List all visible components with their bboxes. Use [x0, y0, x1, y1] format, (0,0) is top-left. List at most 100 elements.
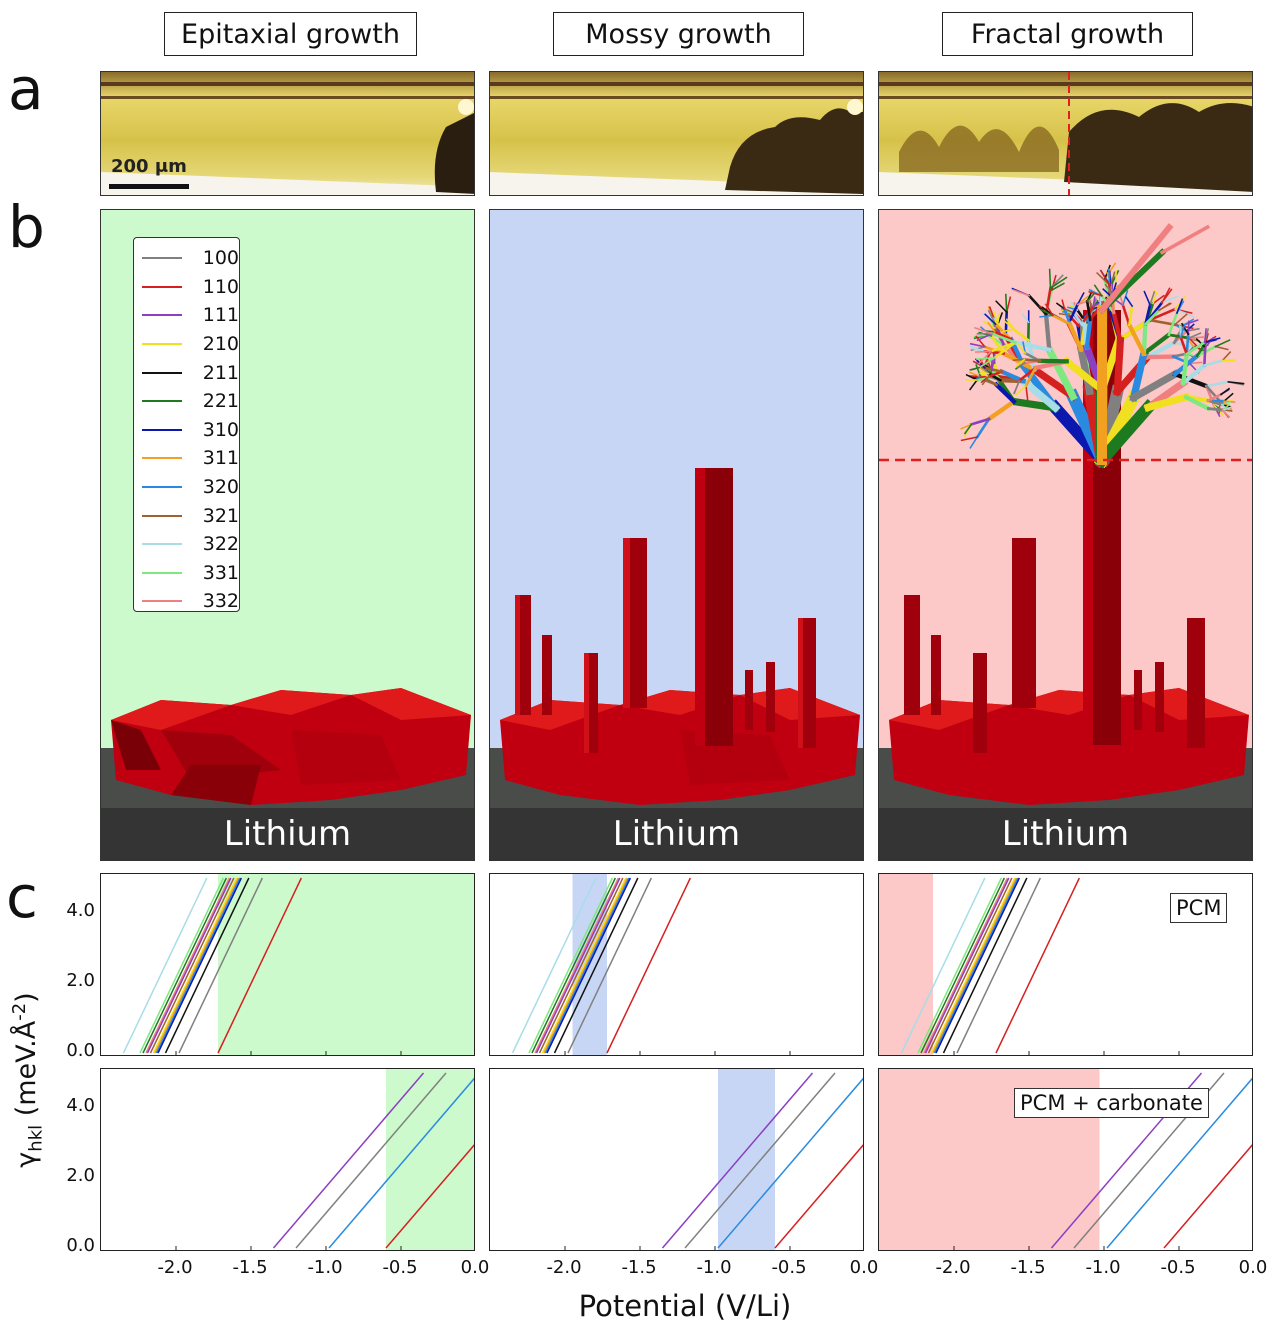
surface-energy-line: [543, 877, 629, 1054]
fractal-branch: [1029, 364, 1078, 402]
fractal-branch: [985, 398, 1017, 422]
fractal-branch: [1092, 296, 1096, 308]
surface-energy-line: [774, 1144, 863, 1249]
fractal-branch: [993, 330, 1013, 342]
x-tick-label: -1.5: [232, 1257, 268, 1278]
row1-tag: PCM: [1170, 893, 1228, 923]
epitaxial-grains: [111, 688, 471, 805]
fractal-branch: [1005, 318, 1015, 331]
legend-label: 311: [202, 447, 239, 470]
plot-1-2: [489, 873, 864, 1056]
x-tick-label: 0.0: [460, 1257, 490, 1278]
surface-energy-line: [155, 877, 241, 1054]
legend-item: 221: [134, 387, 239, 416]
x-tick-label: -2.0: [546, 1257, 582, 1278]
fractal-branch: [1113, 336, 1125, 396]
fractal-branch: [1093, 284, 1103, 297]
fractal-branch: [1158, 302, 1172, 312]
surface-energy-line: [531, 877, 617, 1054]
fractal-branch: [1048, 268, 1052, 289]
legend-swatch: [142, 543, 182, 546]
fractal-branch: [979, 356, 996, 368]
miller-index-legend: 100 110 111 210 211 221 310 311 320 321 322 331 332: [133, 237, 240, 612]
surface-energy-line: [900, 877, 986, 1054]
legend-swatch: [142, 314, 182, 317]
scene-epitaxial: Lithium 100 110 111 210 211 221 310 311 320 321 32…: [100, 209, 475, 861]
fractal-branch: [974, 326, 994, 335]
fractal-branch: [1221, 406, 1233, 412]
fractal-branch: [1149, 291, 1156, 306]
fractal-branch: [1221, 351, 1232, 362]
surface-energy-line: [956, 877, 1042, 1054]
plot-2-2: [489, 1068, 864, 1251]
fractal-branch: [990, 356, 996, 373]
surface-energy-line: [272, 1072, 425, 1249]
fractal-branch: [1221, 409, 1231, 418]
surface-energy-line: [541, 877, 627, 1054]
fractal-branch: [1128, 369, 1180, 403]
fractal-branch: [1025, 385, 1029, 401]
column-title-epitaxial: Epitaxial growth: [164, 12, 417, 56]
fractal-branch: [1018, 376, 1061, 413]
y-axis-label-sub: hkl: [25, 1124, 47, 1152]
fractal-branch: [1160, 287, 1171, 304]
fractal-branch: [1204, 380, 1230, 388]
fractal-branch: [1009, 397, 1060, 412]
surface-energy-line: [178, 877, 264, 1054]
legend-label: 111: [202, 304, 239, 327]
fractal-branch: [1148, 307, 1177, 322]
fractal-branch: [1204, 384, 1222, 403]
fractal-branch: [1143, 308, 1161, 327]
legend-swatch: [142, 428, 182, 431]
fractal-branch: [1179, 323, 1186, 339]
fractal-branch: [1144, 339, 1178, 360]
fractal-branch: [1214, 345, 1229, 351]
fractal-branch: [1015, 358, 1026, 368]
fractal-branch: [1121, 290, 1129, 307]
fractal-branch: [1227, 381, 1245, 385]
micrograph-epitaxial: 200 μm: [100, 71, 475, 196]
surface-energy-line: [1106, 1077, 1252, 1249]
fractal-branch: [1061, 299, 1066, 310]
surface-energy-line: [122, 877, 208, 1054]
fractal-branch: [1002, 328, 1015, 333]
fractal-branch: [1099, 295, 1102, 308]
fractal-branch: [1022, 358, 1042, 363]
column-title-mossy: Mossy growth: [553, 12, 804, 56]
fractal-branch: [1179, 335, 1189, 356]
fractal-branch: [1049, 276, 1068, 290]
fractal-branch: [1172, 323, 1186, 345]
surface-energy-line: [139, 877, 225, 1054]
fractal-branch: [1184, 340, 1207, 356]
micrograph-fractal: [878, 71, 1253, 196]
fractal-branch: [974, 358, 986, 369]
fractal-branch: [1187, 320, 1190, 336]
fractal-branch: [1066, 302, 1080, 326]
legend-swatch: [142, 486, 182, 489]
micrograph-mossy: [489, 71, 864, 196]
fractal-branch: [1141, 321, 1148, 357]
scene-fractal: Lithium: [878, 209, 1253, 861]
fractal-branch: [979, 370, 990, 375]
fractal-branch: [969, 435, 979, 449]
fractal-branch: [968, 378, 979, 391]
surface-energy-line: [217, 877, 303, 1054]
fractal-branch: [1085, 299, 1092, 322]
surface-energy-line: [164, 877, 250, 1054]
y-tick-label: 0.0: [66, 1235, 95, 1256]
fractal-branch: [1222, 392, 1234, 403]
surface-energy-line: [927, 877, 1013, 1054]
fractal-branch: [969, 366, 983, 371]
fractal-branch: [1203, 328, 1207, 343]
fractal-branch: [1188, 361, 1203, 365]
fractal-branch: [1126, 322, 1147, 357]
legend-swatch: [142, 257, 182, 260]
stable-region: [218, 874, 474, 1055]
surface-energy-line: [152, 877, 238, 1054]
fractal-branch: [1180, 362, 1208, 386]
surface-energy-line: [606, 877, 692, 1054]
fractal-branch: [1012, 358, 1026, 361]
fractal-branch: [976, 356, 996, 360]
surface-energy-line: [145, 877, 231, 1054]
legend-swatch: [142, 514, 182, 517]
